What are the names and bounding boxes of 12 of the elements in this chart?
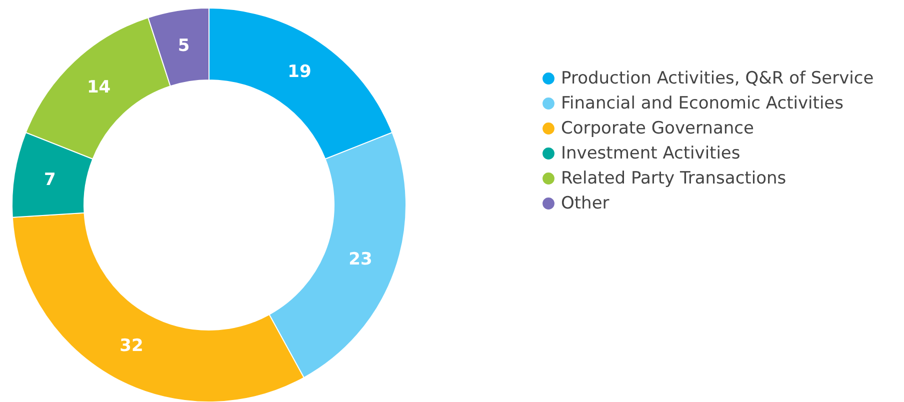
legend-label: Financial and Economic Activities — [561, 94, 844, 114]
legend-label: Corporate Governance — [561, 118, 754, 138]
legend-label: Investment Activities — [561, 144, 740, 164]
legend-label: Related Party Transactions — [561, 168, 786, 188]
data-label: 5 — [178, 36, 190, 56]
data-label: 19 — [288, 62, 312, 82]
data-label: 23 — [348, 250, 372, 270]
legend-label: Other — [561, 194, 610, 214]
data-label: 32 — [120, 336, 144, 356]
legend-label: Production Activities, Q&R of Service — [561, 68, 874, 88]
data-label: 7 — [44, 170, 56, 190]
data-label: 14 — [86, 78, 111, 98]
